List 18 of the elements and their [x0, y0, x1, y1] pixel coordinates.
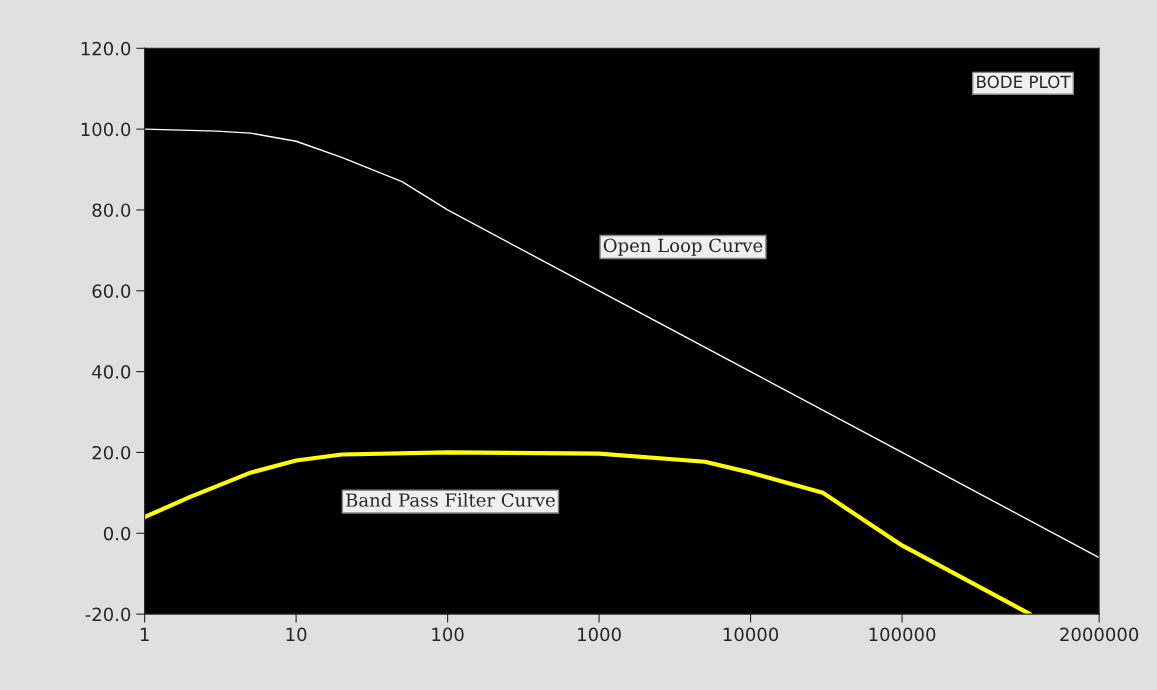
x-tick-label: 1000 [578, 627, 621, 642]
y-tick-label: 20.0 [92, 445, 131, 460]
x-tick-label: 10000 [723, 627, 779, 642]
y-tick-label: 80.0 [92, 203, 131, 218]
y-tick-label: 100.0 [81, 122, 131, 137]
x-tick-label: 1 [140, 627, 149, 642]
y-tick-label: 60.0 [92, 284, 131, 298]
x-tick-label: 100 [432, 627, 464, 642]
y-tick-label: 0.0 [103, 526, 131, 541]
y-tick-label: 120.0 [81, 41, 131, 56]
text: Band Pass Filter Curve [346, 492, 555, 507]
y-tick-label: 40.0 [92, 365, 131, 379]
x-tick-label: 100000 [869, 627, 936, 642]
series-label: Open Loop Curve [603, 238, 763, 256]
annotation: BODE PLOT [977, 75, 1071, 89]
x-tick-label: 2000000 [1060, 627, 1139, 642]
x-tick-label: 10 [286, 627, 307, 642]
y-tick-label: -20.0 [85, 607, 131, 622]
